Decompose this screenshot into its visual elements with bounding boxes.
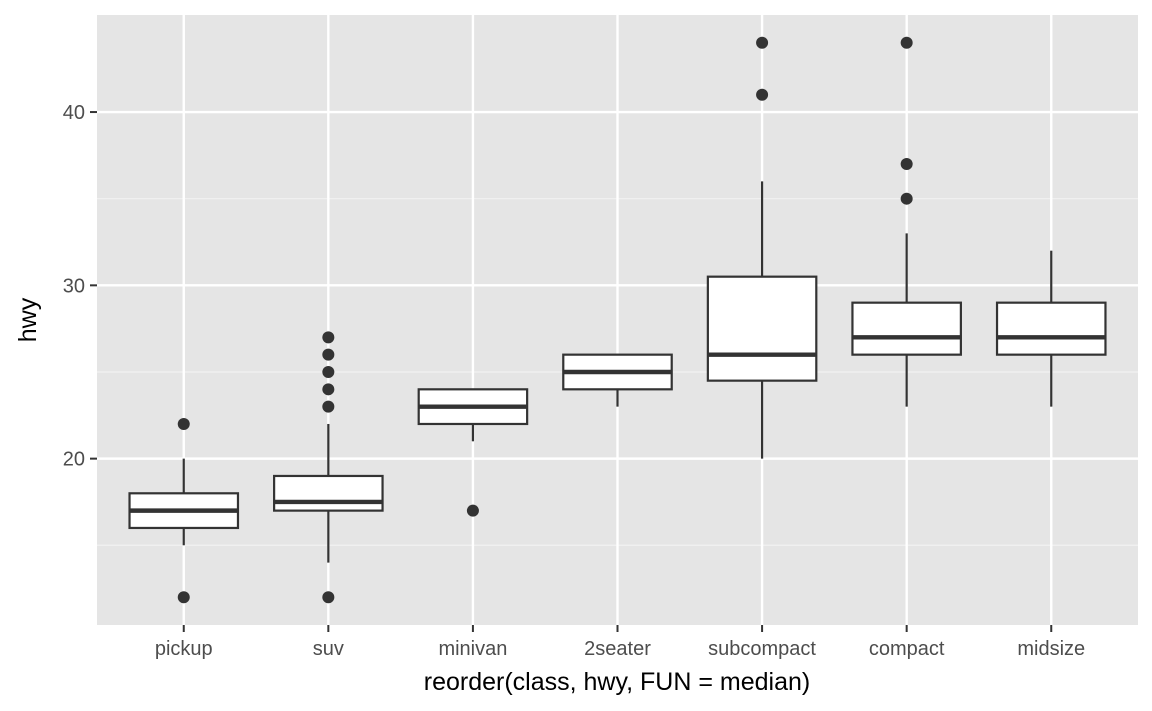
outlier-point bbox=[177, 417, 190, 430]
x-tick-label: minivan bbox=[438, 638, 507, 660]
outlier-point bbox=[322, 348, 335, 361]
outlier-point bbox=[322, 400, 335, 413]
x-tick-label: compact bbox=[869, 638, 945, 660]
outlier-point bbox=[322, 591, 335, 604]
x-tick-label: suv bbox=[313, 638, 344, 660]
boxes bbox=[128, 36, 1107, 604]
outlier-point bbox=[900, 192, 913, 205]
iqr-box bbox=[995, 301, 1107, 356]
outlier-point bbox=[900, 36, 913, 49]
box-midsize bbox=[995, 250, 1107, 407]
outlier-point bbox=[466, 504, 479, 517]
y-tick-label: 20 bbox=[63, 449, 85, 471]
box-compact bbox=[851, 36, 962, 407]
outlier-point bbox=[322, 331, 335, 344]
box-suv bbox=[273, 331, 384, 604]
x-axis: pickup suv minivan 2seater subcompact compact… bbox=[155, 625, 1085, 660]
y-tick-label: 40 bbox=[63, 102, 85, 124]
outlier-point bbox=[322, 383, 335, 396]
y-axis: 20 30 40 bbox=[63, 102, 97, 471]
outlier-point bbox=[900, 158, 913, 171]
x-tick-label: subcompact bbox=[708, 638, 816, 660]
x-tick-label: pickup bbox=[155, 638, 213, 660]
outlier-point bbox=[322, 365, 335, 378]
iqr-box bbox=[706, 275, 818, 382]
box-minivan bbox=[417, 388, 529, 517]
box-subcompact bbox=[706, 36, 818, 459]
outlier-point bbox=[756, 88, 769, 101]
iqr-box bbox=[273, 474, 384, 512]
box-2seater bbox=[562, 353, 673, 407]
x-tick-label: midsize bbox=[1017, 638, 1085, 660]
outlier-point bbox=[177, 591, 190, 604]
x-axis-title: reorder(class, hwy, FUN = median) bbox=[424, 668, 810, 696]
box-pickup bbox=[128, 417, 240, 604]
x-tick-label: 2seater bbox=[584, 638, 651, 660]
iqr-box bbox=[851, 301, 962, 356]
y-axis-title: hwy bbox=[14, 297, 42, 342]
outlier-point bbox=[756, 36, 769, 49]
y-tick-label: 30 bbox=[63, 275, 85, 297]
